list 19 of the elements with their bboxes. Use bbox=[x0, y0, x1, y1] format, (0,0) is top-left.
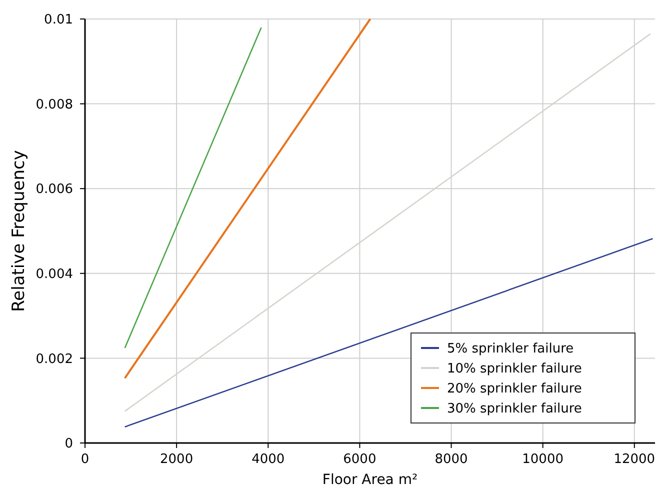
legend-label: 20% sprinkler failure bbox=[447, 382, 582, 397]
y-tick-label: 0.004 bbox=[36, 266, 73, 282]
y-tick-label: 0.01 bbox=[44, 12, 73, 28]
x-tick-label: 0 bbox=[80, 452, 90, 467]
y-tick-label: 0.002 bbox=[36, 352, 73, 367]
x-tick-label: 12000 bbox=[614, 452, 656, 467]
y-tick-label: 0 bbox=[64, 436, 73, 452]
x-tick-label: 8000 bbox=[434, 452, 468, 467]
x-tick-label: 4000 bbox=[252, 452, 285, 467]
y-axis-title: Relative Frequency bbox=[9, 150, 29, 312]
x-tick-label: 10000 bbox=[522, 452, 564, 467]
legend-label: 5% sprinkler failure bbox=[447, 342, 574, 357]
x-tick-label: 2000 bbox=[160, 452, 194, 467]
legend-label: 10% sprinkler failure bbox=[447, 362, 582, 377]
y-tick-label: 0.008 bbox=[36, 97, 73, 112]
legend-label: 30% sprinkler failure bbox=[447, 402, 582, 417]
x-axis-title: Floor Area m² bbox=[322, 472, 418, 488]
x-tick-label: 6000 bbox=[343, 452, 376, 467]
y-tick-label: 0.006 bbox=[36, 182, 73, 198]
